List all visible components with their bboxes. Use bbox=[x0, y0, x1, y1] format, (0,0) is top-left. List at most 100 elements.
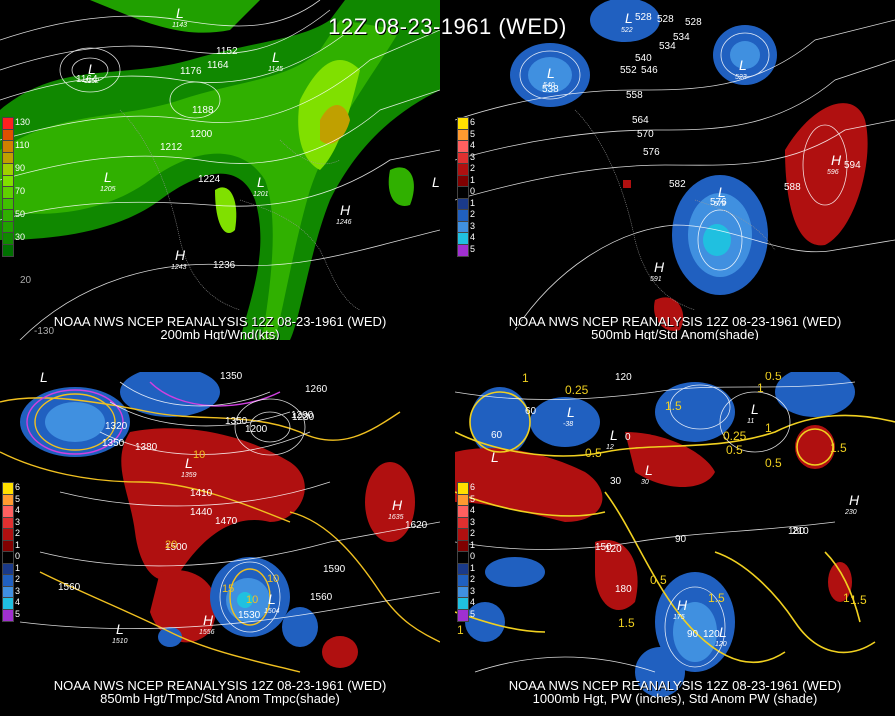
pressure-center-value: 1243 bbox=[171, 264, 187, 271]
colorbar-label: 3 bbox=[470, 151, 476, 162]
pressure-center-letter: L bbox=[491, 449, 499, 465]
contour-label: 180 bbox=[788, 526, 805, 537]
pw-label: 0.5 bbox=[650, 573, 667, 587]
contour-label: 1230 bbox=[292, 412, 315, 423]
pressure-center-value: 1145 bbox=[268, 66, 283, 73]
pressure-center-value: 1510 bbox=[112, 638, 128, 645]
caption-500mb-line2: 500mb Hgt/Std Anom(shade) bbox=[591, 327, 759, 340]
caption-1000mb-line2: 1000mb Hgt, PW (inches), Std Anom PW (sh… bbox=[532, 691, 818, 706]
lon-label: 20 bbox=[20, 275, 32, 286]
contour-label: 1380 bbox=[135, 442, 158, 453]
colorbar-label: 4 bbox=[470, 597, 476, 607]
pressure-center-letter: L bbox=[610, 427, 618, 443]
caption-850mb-line1: NOAA NWS NCEP REANALYSIS 12Z 08-23-1961 … bbox=[53, 678, 387, 693]
contour-label: 120 bbox=[605, 544, 622, 555]
colorbar-label: 90 bbox=[15, 163, 26, 173]
pw-label: 1 bbox=[765, 421, 772, 435]
contour-label: 1320 bbox=[105, 421, 128, 432]
contour-label: 1164 bbox=[76, 74, 98, 85]
contour-label: 576 bbox=[710, 197, 727, 208]
colorbar-label: 1 bbox=[470, 562, 476, 573]
contour-label: 210 bbox=[792, 526, 809, 537]
contour-label: 1560 bbox=[310, 592, 333, 603]
colorbar-label: 4 bbox=[470, 505, 476, 515]
contour-label: 534 bbox=[659, 41, 676, 52]
colorbar-label: 5 bbox=[15, 493, 21, 504]
pw-contours bbox=[455, 391, 895, 664]
colorbar-swatch bbox=[2, 608, 14, 622]
contour-label: 582 bbox=[669, 179, 686, 190]
pressure-center-letter: L bbox=[645, 462, 653, 478]
pressure-center-value: 1359 bbox=[181, 472, 197, 479]
temp-contours bbox=[0, 393, 440, 673]
pressure-center-value: 1504 bbox=[264, 608, 280, 615]
contour-label: 1290 bbox=[291, 410, 314, 421]
coastlines bbox=[119, 109, 361, 311]
contour-label: 1350 bbox=[225, 416, 248, 427]
contour-label: 1410 bbox=[190, 488, 213, 499]
contour-label: 558 bbox=[626, 90, 643, 101]
contour-label: 1176 bbox=[180, 66, 202, 77]
contour-label: 546 bbox=[641, 65, 658, 76]
contour-label: 528 bbox=[685, 17, 702, 28]
pw-label: 1.5 bbox=[618, 616, 635, 630]
pressure-center-letter: L bbox=[268, 591, 276, 607]
colorbar-label: 6 bbox=[470, 117, 476, 127]
colorbar-label: 2 bbox=[15, 528, 21, 538]
pw-label: 1 bbox=[843, 591, 850, 605]
pressure-center-letter: H bbox=[654, 259, 665, 275]
contour-label: 1350 bbox=[102, 438, 125, 449]
contour-label: 1350 bbox=[220, 372, 243, 382]
temp-label: 10 bbox=[267, 573, 279, 585]
colorbar-label: 2 bbox=[470, 163, 476, 173]
anomaly-shading bbox=[20, 372, 415, 668]
pressure-center-value: 596 bbox=[827, 169, 839, 176]
lon-label: -130 bbox=[34, 326, 54, 337]
colorbar-label: 110 bbox=[15, 140, 30, 150]
pressure-center-letter: L bbox=[88, 61, 96, 77]
pressure-center-letter: L bbox=[718, 184, 726, 200]
colorbar-label: 70 bbox=[15, 186, 26, 196]
colorbar-label: 1 bbox=[470, 174, 476, 185]
contour-label: 540 bbox=[635, 53, 652, 64]
contour-label: 1440 bbox=[190, 507, 213, 518]
colorbar-label: 0 bbox=[470, 186, 476, 196]
pressure-center-letter: L bbox=[567, 404, 575, 420]
anomaly-shading bbox=[510, 0, 868, 331]
pressure-center-value: 230 bbox=[844, 509, 857, 516]
pressure-center-value: 120 bbox=[715, 641, 727, 648]
pressure-center-letter: L bbox=[625, 10, 633, 26]
colorbar-label: 3 bbox=[470, 516, 476, 527]
colorbar-label: 5 bbox=[470, 608, 476, 619]
pw-label: 0.5 bbox=[585, 446, 602, 460]
pw-label: 0.5 bbox=[726, 443, 743, 457]
pressure-center-value: 1635 bbox=[388, 514, 404, 521]
colorbar-label: 5 bbox=[470, 243, 476, 254]
colorbar-label: 6 bbox=[470, 482, 476, 492]
contour-label: 534 bbox=[673, 32, 690, 43]
colorbar-label: 1 bbox=[470, 539, 476, 550]
contour-label: 1590 bbox=[323, 564, 346, 575]
colorbar-swatch bbox=[457, 243, 469, 257]
contour-label: 1500 bbox=[165, 542, 188, 553]
contour-label: 528 bbox=[657, 14, 674, 25]
pw-label: 1.5 bbox=[850, 593, 867, 607]
pressure-center-letter: L bbox=[104, 169, 112, 185]
colorbar-swatch bbox=[2, 243, 14, 257]
height-contours bbox=[19, 381, 440, 633]
contour-label: 570 bbox=[637, 129, 654, 140]
contour-label: 90 bbox=[675, 534, 687, 545]
contour-label: 1560 bbox=[58, 582, 81, 593]
colorbar-label: 1 bbox=[15, 562, 21, 573]
contour-label: 1260 bbox=[305, 384, 328, 395]
pw-label: 0.25 bbox=[723, 429, 747, 443]
contour-label: 1188 bbox=[192, 105, 214, 116]
pw-label: 1 bbox=[457, 623, 464, 637]
caption-200mb-line2: 200mb Hgt/Wnd(kts) bbox=[160, 327, 280, 340]
contour-label: 120 bbox=[615, 372, 632, 383]
contour-label: 538 bbox=[542, 84, 559, 95]
height-contours bbox=[455, 381, 856, 673]
contour-label: 150 bbox=[595, 542, 612, 553]
